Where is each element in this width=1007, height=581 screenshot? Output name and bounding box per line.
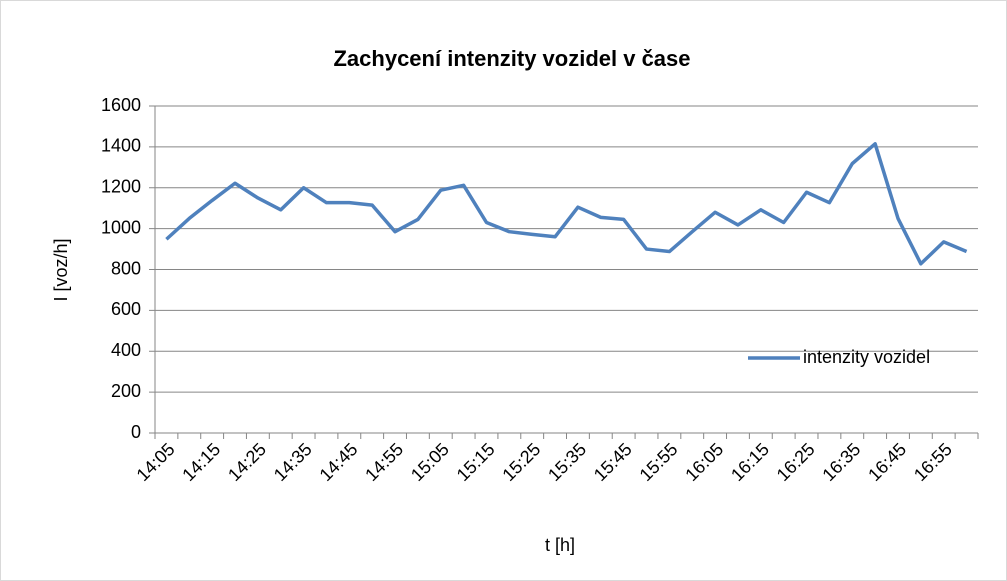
y-tick-label: 1200 <box>101 177 141 197</box>
y-tick-label: 800 <box>111 258 141 278</box>
y-tick-label: 1000 <box>101 217 141 237</box>
y-tick-label: 0 <box>131 422 141 442</box>
chart-title: Zachycení intenzity vozidel v čase <box>333 46 690 71</box>
x-axis-label: t [h] <box>545 535 575 555</box>
y-axis-label: I [voz/h] <box>51 238 71 301</box>
y-tick-label: 400 <box>111 340 141 360</box>
y-tick-label: 1400 <box>101 136 141 156</box>
y-tick-label: 1600 <box>101 95 141 115</box>
legend-label: intenzity vozidel <box>803 347 930 367</box>
y-tick-label: 600 <box>111 299 141 319</box>
data-line <box>165 142 968 266</box>
y-tick-label: 200 <box>111 381 141 401</box>
